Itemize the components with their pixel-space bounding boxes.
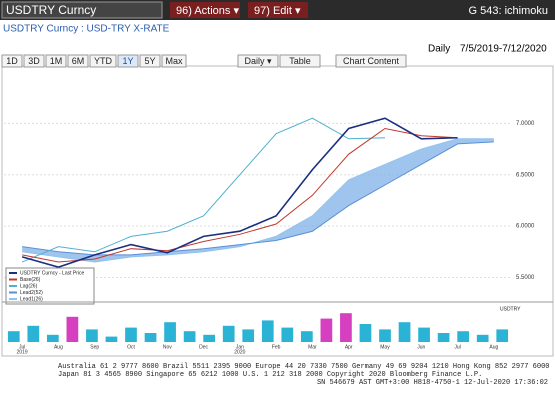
osc-bar	[242, 329, 255, 342]
button-label: 6M	[72, 56, 85, 66]
osc-bar	[281, 327, 294, 342]
osc-bar	[183, 331, 196, 342]
range-button[interactable]	[67, 54, 89, 68]
security-box[interactable]	[1, 1, 163, 19]
range-button[interactable]	[139, 54, 161, 68]
range-button[interactable]	[23, 54, 45, 68]
series-line	[22, 127, 458, 263]
osc-bar	[359, 324, 372, 342]
y-tick-label: 6.5000	[516, 172, 535, 178]
osc-bar	[27, 325, 40, 342]
x-tick-label: Mar	[308, 344, 317, 350]
osc-bar	[105, 336, 118, 342]
range-button[interactable]	[45, 54, 67, 68]
range-button[interactable]	[237, 54, 279, 68]
osc-bar	[125, 327, 137, 342]
osc-bar	[320, 318, 333, 342]
description: USDTRY Curncy : USD-TRY X-RATE	[3, 24, 170, 35]
x-tick-label: Feb	[272, 344, 281, 350]
security: USDTRY Curncy	[6, 3, 96, 17]
series-line	[21, 117, 386, 263]
edit: 97) Edit ▾	[254, 5, 301, 17]
range-button[interactable]	[117, 54, 139, 68]
osc-bar	[418, 327, 430, 342]
chart-frame	[1, 65, 554, 357]
x-tick-label: Sep	[90, 344, 99, 350]
osc-bar	[46, 334, 59, 342]
x-tick-label: Nov	[163, 344, 172, 350]
year-label: 2020	[234, 349, 245, 355]
y-tick-label: 7.0000	[516, 121, 535, 127]
range-button[interactable]	[161, 54, 187, 68]
range-button[interactable]	[335, 54, 407, 68]
x-tick-label: Jul	[19, 344, 25, 350]
range-button[interactable]	[89, 54, 117, 68]
osc-bar	[203, 334, 216, 342]
x-tick-label: Aug	[489, 344, 498, 350]
osc-bar	[261, 320, 274, 342]
x-tick-label: Dec	[199, 344, 208, 350]
x-tick-label: Oct	[127, 344, 135, 350]
x-tick-label: Aug	[54, 344, 63, 350]
range-button[interactable]	[279, 54, 321, 68]
actions: 96) Actions ▾	[176, 5, 239, 17]
period: Daily	[428, 44, 450, 55]
y-tick-label: 6.0000	[516, 224, 535, 230]
series-line	[22, 138, 494, 263]
cloud	[22, 138, 494, 263]
legend-label: Lag(26)	[20, 283, 38, 289]
osc-bar	[222, 325, 235, 342]
osc-bar	[476, 334, 489, 342]
osc-bar	[496, 329, 509, 342]
series-line	[22, 141, 494, 256]
button-label: Table	[289, 56, 311, 66]
osc-bar	[144, 333, 157, 342]
osc-bar	[398, 322, 411, 342]
osc-bar	[437, 333, 450, 342]
osc-bar	[340, 313, 352, 342]
y-tick-label: 5.5000	[516, 275, 535, 281]
button-label: Daily ▾	[244, 56, 272, 66]
x-tick-label: Apr	[345, 344, 353, 350]
button-label: 1D	[6, 56, 18, 66]
function-code: G 543: ichimoku	[469, 5, 548, 17]
button-label: Chart Content	[343, 56, 400, 66]
legend-label: Lead1(26)	[20, 296, 43, 302]
edit-button[interactable]	[248, 2, 308, 18]
series-line	[21, 117, 458, 269]
x-tick-label: Jun	[417, 344, 425, 350]
osc-bar	[86, 329, 98, 342]
button-label: 1M	[50, 56, 63, 66]
footer-line: Australia 61 2 9777 8600 Brazil 5511 239…	[58, 363, 549, 371]
button-label: YTD	[94, 56, 113, 66]
x-tick-label: May	[380, 344, 390, 350]
date-range: 7/5/2019-7/12/2020	[460, 44, 547, 55]
x-tick-label: Jan	[236, 344, 244, 350]
button-label: 1Y	[122, 56, 133, 66]
legend-box	[5, 267, 95, 305]
range-button[interactable]	[1, 54, 23, 68]
button-label: 3D	[28, 56, 40, 66]
legend-label: Lead2(52)	[20, 290, 43, 296]
osc-bar	[379, 329, 391, 342]
year-label: 2019	[17, 349, 28, 355]
osc-bar	[300, 331, 313, 342]
osc-bar	[66, 316, 79, 342]
footer-line: Japan 81 3 4565 8900 Singapore 65 6212 1…	[58, 371, 482, 379]
button-label: 5Y	[144, 56, 155, 66]
osc-bar	[164, 322, 176, 342]
footer-line: SN 546679 AST GMT+3:00 H818-4750-1 12-Ju…	[317, 379, 548, 387]
osc-bar	[7, 331, 20, 342]
actions-button[interactable]	[170, 2, 240, 18]
osc-bar	[457, 331, 470, 342]
legend-label: Base(26)	[20, 277, 41, 283]
osc-title: USDTRY	[500, 306, 521, 312]
x-tick-label: Jul	[454, 344, 460, 350]
legend-label: USDTRY Curncy - Last Price	[20, 270, 84, 276]
button-label: Max	[165, 56, 183, 66]
